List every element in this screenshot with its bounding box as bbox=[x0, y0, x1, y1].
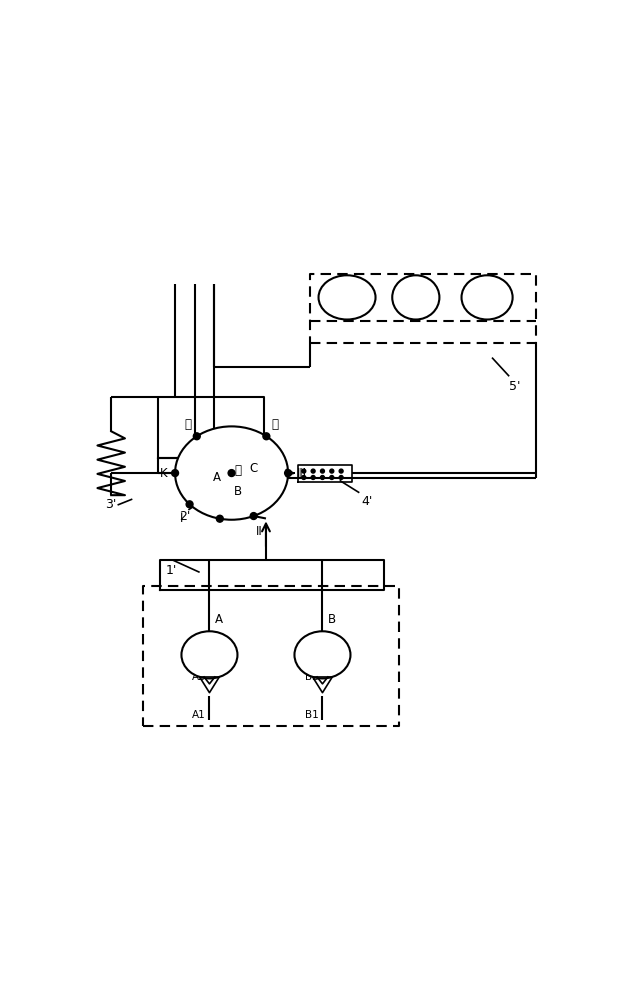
Circle shape bbox=[311, 476, 315, 479]
Circle shape bbox=[193, 433, 200, 440]
Circle shape bbox=[216, 515, 223, 522]
Text: 2': 2' bbox=[179, 510, 191, 523]
Text: UV: UV bbox=[339, 291, 355, 304]
Text: 1': 1' bbox=[165, 564, 177, 577]
Text: B: B bbox=[233, 485, 242, 498]
Circle shape bbox=[302, 469, 306, 473]
Ellipse shape bbox=[175, 426, 288, 520]
Circle shape bbox=[321, 476, 325, 479]
Text: PH: PH bbox=[479, 291, 495, 304]
Text: TT: TT bbox=[202, 648, 217, 661]
Ellipse shape bbox=[462, 275, 513, 320]
Text: B: B bbox=[328, 613, 337, 626]
Ellipse shape bbox=[294, 631, 351, 678]
Circle shape bbox=[339, 469, 343, 473]
Circle shape bbox=[330, 469, 333, 473]
Circle shape bbox=[321, 469, 325, 473]
Text: C: C bbox=[411, 291, 420, 304]
Circle shape bbox=[311, 469, 315, 473]
Text: A1: A1 bbox=[191, 710, 205, 720]
Text: TT: TT bbox=[315, 648, 330, 661]
Ellipse shape bbox=[392, 275, 439, 320]
Text: 3': 3' bbox=[105, 498, 116, 512]
Circle shape bbox=[339, 476, 343, 479]
Text: A2: A2 bbox=[191, 672, 205, 682]
Circle shape bbox=[250, 513, 257, 519]
Text: 四: 四 bbox=[271, 418, 278, 431]
Text: B1: B1 bbox=[305, 710, 318, 720]
Circle shape bbox=[186, 501, 193, 508]
Text: III: III bbox=[297, 467, 307, 480]
Ellipse shape bbox=[181, 631, 238, 678]
Text: B2: B2 bbox=[305, 672, 318, 682]
Text: 4': 4' bbox=[362, 495, 373, 508]
Circle shape bbox=[228, 470, 235, 477]
Text: 中: 中 bbox=[234, 464, 241, 477]
Circle shape bbox=[172, 470, 179, 477]
Text: II: II bbox=[256, 525, 263, 538]
Text: A: A bbox=[213, 471, 221, 484]
Text: C: C bbox=[250, 462, 258, 475]
Text: A: A bbox=[216, 613, 223, 626]
Circle shape bbox=[285, 470, 292, 477]
Circle shape bbox=[330, 476, 333, 479]
Circle shape bbox=[263, 433, 270, 440]
Text: 5': 5' bbox=[509, 380, 521, 393]
Circle shape bbox=[302, 476, 306, 479]
Text: 五: 五 bbox=[185, 418, 192, 431]
Text: K: K bbox=[160, 467, 167, 480]
Text: I: I bbox=[180, 512, 184, 525]
Ellipse shape bbox=[318, 275, 375, 320]
